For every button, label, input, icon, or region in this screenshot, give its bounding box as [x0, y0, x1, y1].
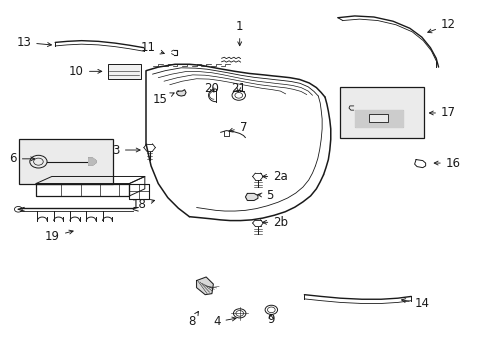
Text: 7: 7 — [228, 121, 247, 134]
Polygon shape — [354, 110, 402, 127]
Polygon shape — [176, 90, 185, 96]
Text: 8: 8 — [188, 311, 198, 328]
Text: 11: 11 — [141, 41, 164, 54]
Text: 21: 21 — [231, 82, 246, 95]
Text: 14: 14 — [401, 297, 429, 310]
Bar — [340, 86, 424, 138]
Polygon shape — [196, 277, 213, 294]
Text: 19: 19 — [45, 230, 73, 243]
Text: 13: 13 — [16, 36, 51, 49]
Text: 16: 16 — [433, 157, 460, 170]
Text: 6: 6 — [9, 152, 35, 165]
Text: 2b: 2b — [262, 216, 287, 229]
Text: 5: 5 — [257, 189, 273, 202]
Text: 9: 9 — [266, 313, 274, 326]
Bar — [108, 64, 140, 79]
Text: 18: 18 — [131, 198, 154, 211]
Text: 20: 20 — [204, 82, 219, 95]
Text: 10: 10 — [69, 65, 102, 78]
Text: 17: 17 — [428, 107, 455, 120]
Text: 12: 12 — [427, 18, 455, 33]
Text: 15: 15 — [153, 93, 174, 106]
Polygon shape — [245, 193, 257, 201]
Bar — [19, 139, 112, 184]
Text: 2a: 2a — [262, 170, 287, 183]
Polygon shape — [89, 158, 96, 165]
Text: 1: 1 — [236, 20, 243, 46]
Bar — [368, 114, 387, 122]
Text: 4: 4 — [213, 315, 236, 328]
Text: 3: 3 — [112, 144, 140, 157]
